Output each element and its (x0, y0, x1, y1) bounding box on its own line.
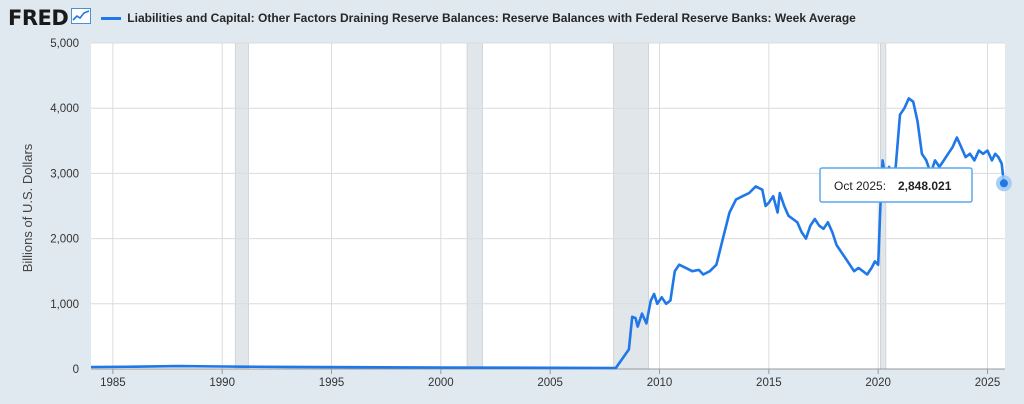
x-tick-label: 2020 (865, 377, 891, 389)
y-tick-label: 2,000 (50, 234, 79, 246)
chart-header: FRED Liabilities and Capital: Other Fact… (8, 4, 856, 32)
tooltip-date: Oct 2025: (834, 179, 886, 193)
x-tick-label: 1985 (100, 377, 126, 389)
y-tick-label: 5,000 (50, 38, 79, 50)
hover-point (999, 179, 1008, 188)
legend-swatch (101, 16, 122, 20)
recession-band (234, 42, 249, 370)
tooltip-value: 2,848.021 (898, 179, 952, 193)
chart-title: Liabilities and Capital: Other Factors D… (127, 11, 856, 25)
x-tick-label: 2000 (428, 377, 454, 389)
series-line (90, 97, 1006, 370)
y-axis-label: Billions of U.S. Dollars (20, 143, 35, 272)
plot-area (91, 43, 1005, 369)
x-tick-label: 2015 (756, 377, 782, 389)
x-tick-label: 2005 (537, 377, 563, 389)
x-tick-label: 1990 (209, 377, 235, 389)
trend-chart-icon (71, 7, 92, 29)
hover-tooltip: Oct 2025: 2,848.021 (819, 167, 973, 203)
y-tick-label: 0 (73, 364, 79, 376)
y-tick-label: 3,000 (50, 168, 79, 180)
x-tick-label: 2025 (975, 377, 1001, 389)
recession-band (466, 42, 483, 370)
fred-logo[interactable]: FRED (8, 6, 69, 30)
y-tick-label: 4,000 (50, 103, 79, 115)
tooltip-box (819, 167, 973, 203)
y-tick-label: 1,000 (50, 299, 79, 311)
x-tick-label: 1995 (319, 377, 345, 389)
x-tick-label: 2010 (647, 377, 673, 389)
